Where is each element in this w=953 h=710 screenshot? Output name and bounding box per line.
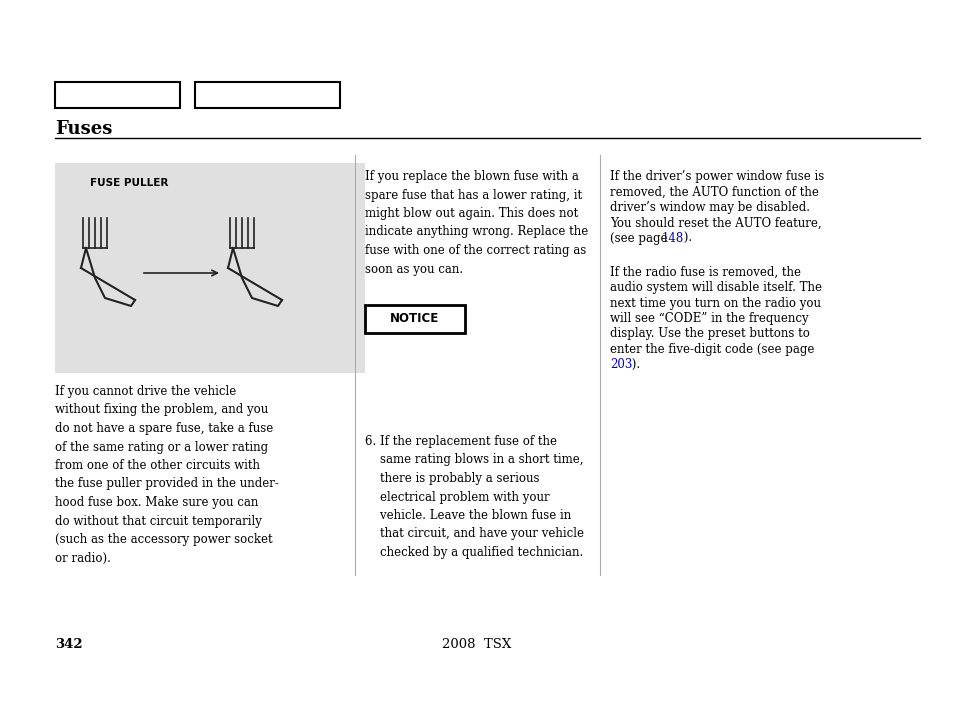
- Text: If the driver’s power window fuse is: If the driver’s power window fuse is: [609, 170, 823, 183]
- Bar: [55, 82, 180, 108]
- Text: Fuses: Fuses: [55, 120, 112, 138]
- Text: 2008  TSX: 2008 TSX: [442, 638, 511, 651]
- Bar: [365, 305, 464, 333]
- Text: If you cannot drive the vehicle
without fixing the problem, and you
do not have : If you cannot drive the vehicle without …: [55, 385, 278, 564]
- Text: If the radio fuse is removed, the: If the radio fuse is removed, the: [609, 266, 801, 278]
- Text: NOTICE: NOTICE: [390, 312, 439, 325]
- Text: removed, the AUTO function of the: removed, the AUTO function of the: [609, 185, 818, 199]
- Text: next time you turn on the radio you: next time you turn on the radio you: [609, 297, 821, 310]
- Text: (see page: (see page: [609, 232, 671, 245]
- Text: ).: ).: [679, 232, 691, 245]
- Text: audio system will disable itself. The: audio system will disable itself. The: [609, 281, 821, 294]
- Text: If you replace the blown fuse with a
spare fuse that has a lower rating, it
migh: If you replace the blown fuse with a spa…: [365, 170, 588, 275]
- Text: 342: 342: [55, 638, 83, 651]
- Text: FUSE PULLER: FUSE PULLER: [90, 178, 168, 188]
- Text: You should reset the AUTO feature,: You should reset the AUTO feature,: [609, 217, 821, 229]
- Text: enter the five-digit code (see page: enter the five-digit code (see page: [609, 343, 814, 356]
- Text: 6. If the replacement fuse of the
    same rating blows in a short time,
    the: 6. If the replacement fuse of the same r…: [365, 435, 583, 559]
- Bar: [55, 163, 365, 373]
- Text: driver’s window may be disabled.: driver’s window may be disabled.: [609, 201, 809, 214]
- Text: ).: ).: [627, 359, 639, 371]
- Text: will see “CODE” in the frequency: will see “CODE” in the frequency: [609, 312, 808, 325]
- Text: 203: 203: [609, 359, 632, 371]
- Bar: [194, 82, 339, 108]
- Text: 148: 148: [661, 232, 683, 245]
- Text: display. Use the preset buttons to: display. Use the preset buttons to: [609, 327, 809, 341]
